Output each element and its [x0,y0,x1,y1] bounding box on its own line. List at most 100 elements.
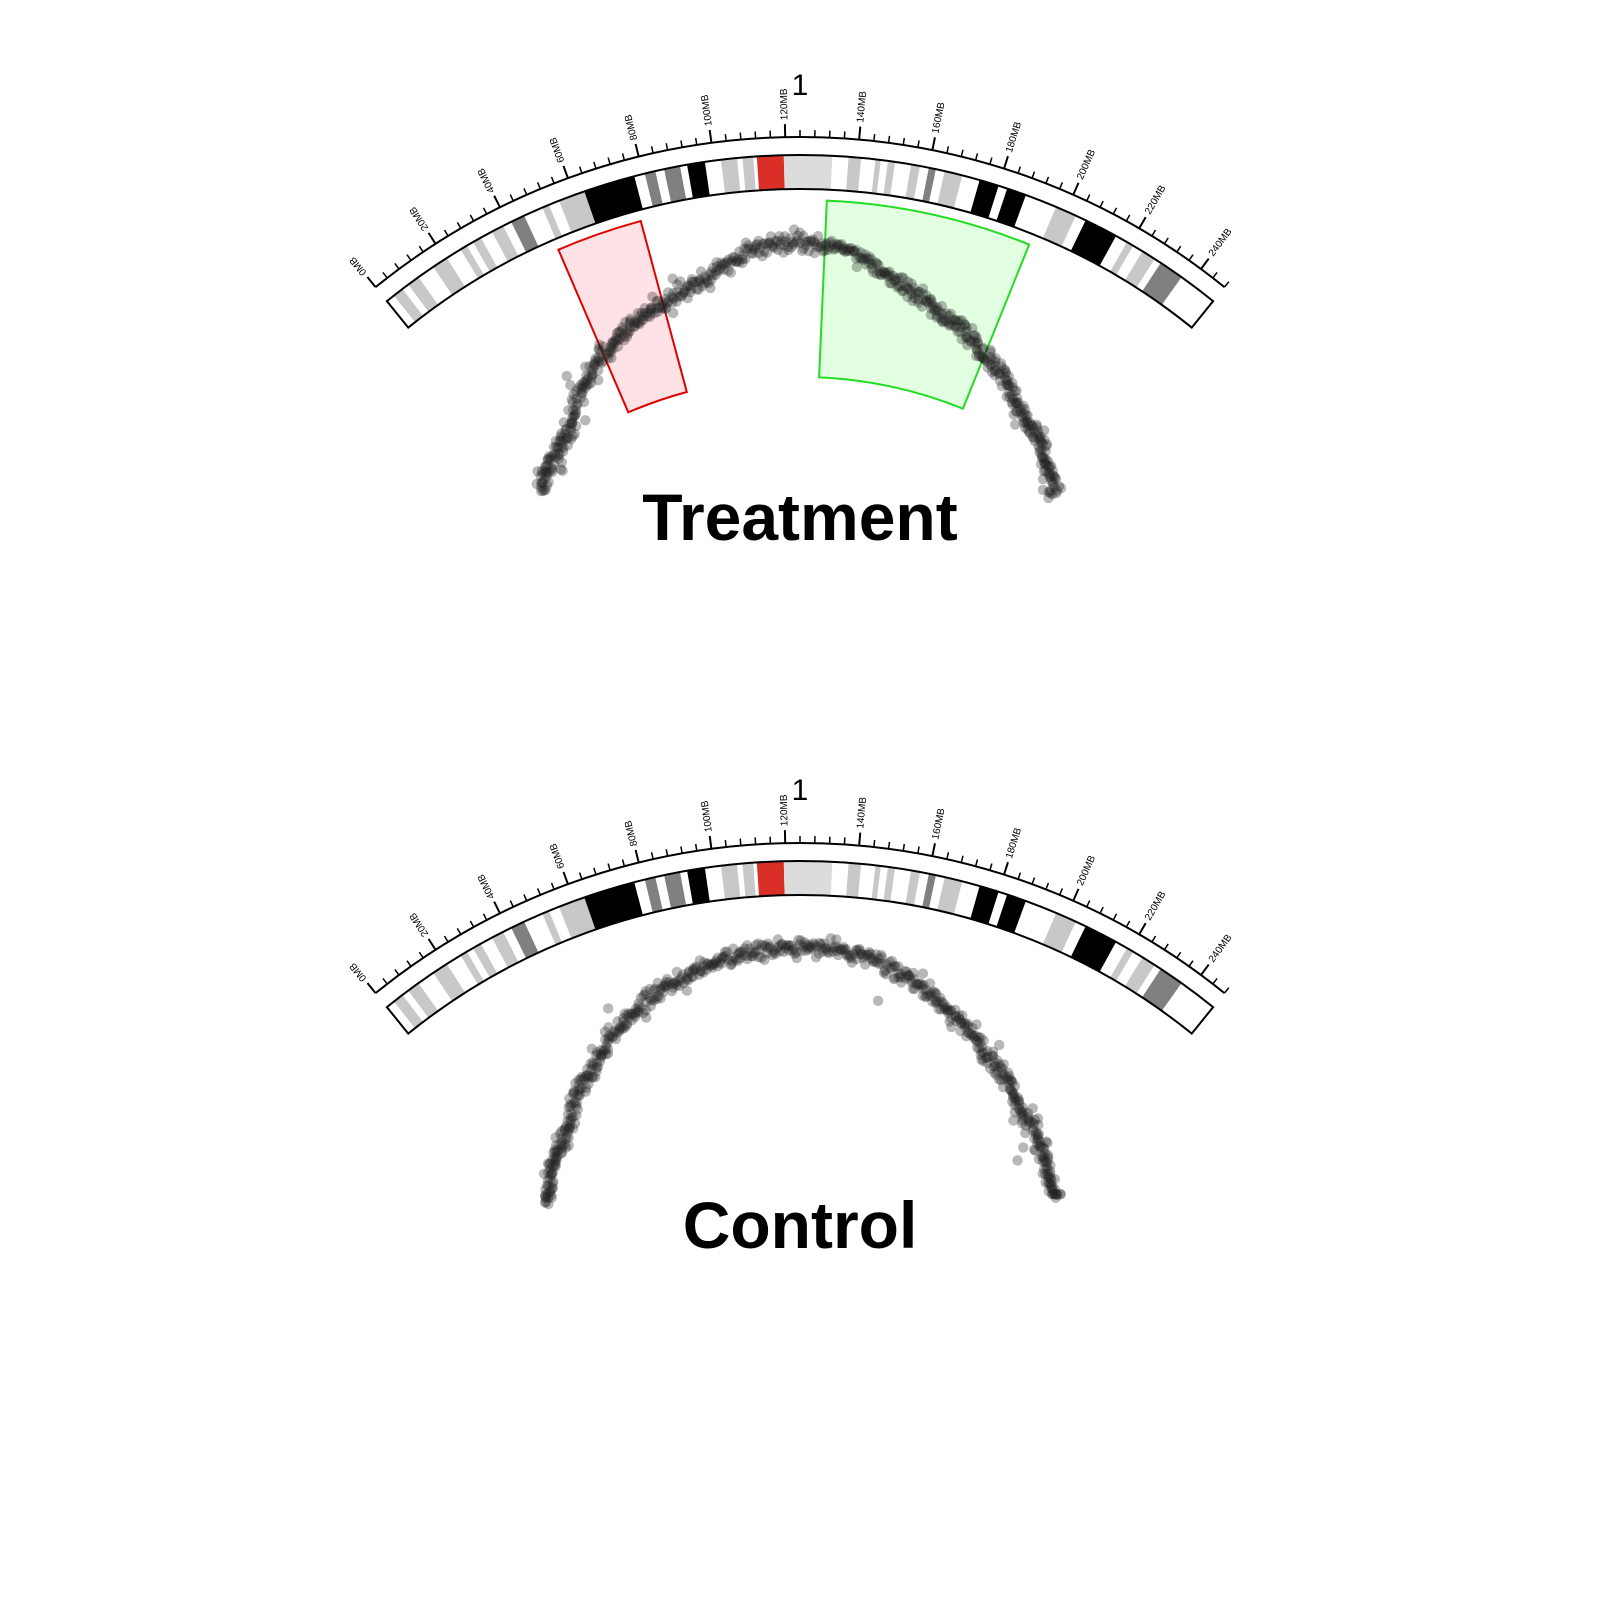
data-point [886,962,898,973]
data-point [937,309,948,320]
minor-tick [469,920,475,928]
data-point [772,244,783,255]
data-point [796,245,808,256]
data-point [869,956,880,967]
data-point [705,282,716,294]
data-point [1045,1160,1056,1171]
data-point [1033,1128,1044,1140]
data-point [579,376,590,388]
minor-tick [1188,960,1194,967]
data-point [1011,397,1022,409]
data-point [552,443,563,454]
data-point [556,1125,567,1137]
data-point [1036,1151,1048,1162]
data-point [1007,377,1018,389]
ideogram-band-gpos100 [687,161,710,199]
data-point [1024,426,1035,438]
data-point [765,941,776,952]
data-point [908,282,920,294]
data-point [884,266,895,277]
data-point [593,375,604,386]
data-point [671,976,683,987]
data-point [1045,1169,1056,1180]
data-point [759,238,770,249]
data-point [725,258,736,269]
data-point [706,274,717,285]
data-point [596,347,607,358]
ideogram-band-gpos25 [846,862,862,898]
data-point [1047,1188,1059,1200]
data-point [742,953,753,965]
data-point [977,1047,988,1058]
data-point [1023,1112,1034,1123]
data-point [701,274,712,285]
data-point [698,961,709,972]
minor-tick [694,137,698,146]
data-point [798,941,809,952]
data-point [639,310,650,321]
data-point [1013,1096,1025,1107]
data-point [926,303,937,314]
data-point [809,247,820,259]
minor-tick [989,157,993,165]
data-point [707,262,719,273]
data-point [556,441,568,452]
major-tick [858,126,862,140]
data-point [906,286,917,297]
data-point [1033,425,1044,437]
tick-label: 200MB [1075,854,1098,888]
data-point [860,249,871,260]
data-point [863,253,874,265]
data-point [971,1030,982,1042]
data-point [645,304,656,315]
ideogram-band-gpos75 [922,873,936,909]
data-point [1035,1136,1046,1148]
data-point [832,949,844,961]
data-point [737,253,748,265]
major-tick [634,849,640,863]
data-point [621,1020,632,1031]
data-point [1047,470,1058,481]
data-point [579,1074,590,1085]
data-point [1051,1188,1062,1199]
data-point [629,320,641,332]
major-tick [562,871,569,885]
data-point [594,339,605,350]
data-point [554,448,565,459]
data-point [789,948,800,959]
data-point [1046,1188,1058,1200]
data-point [925,309,937,320]
data-point [652,302,664,314]
major-tick [931,843,936,857]
ideogram-band-gpos100 [996,894,1026,933]
data-point [587,369,598,380]
ideogram-band-gpos75 [511,921,539,959]
data-point [612,1027,623,1038]
data-point [606,337,618,348]
data-point [554,435,565,447]
data-point [1049,1188,1060,1199]
data-point [832,240,844,251]
data-point [657,300,669,312]
data-point [555,464,567,475]
data-point [564,418,575,430]
data-point [875,949,887,961]
data-point [1022,410,1033,421]
data-point [899,973,911,984]
data-point [929,305,940,316]
data-point [1003,380,1014,391]
data-point [567,431,578,442]
data-point [639,303,650,314]
data-point [586,369,598,380]
data-point [688,962,700,974]
ideogram-band-gpos100 [687,867,710,905]
data-point [772,942,783,954]
data-point [591,1066,602,1077]
data-point [571,1097,583,1109]
data-point [543,467,554,478]
data-point [685,286,696,298]
data-point [624,326,635,337]
data-point [696,965,707,977]
data-point [776,235,787,246]
data-point [1010,396,1021,408]
